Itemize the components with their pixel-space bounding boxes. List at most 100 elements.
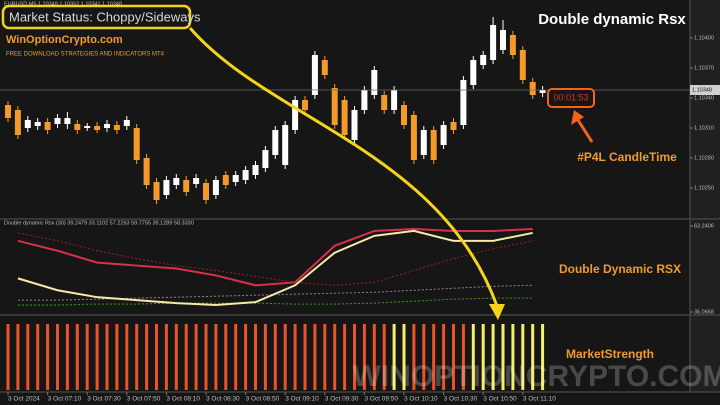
candle-body (24, 120, 31, 128)
strength-bar (234, 324, 238, 390)
candle-body (44, 122, 51, 130)
strength-bar (115, 324, 119, 390)
y-tick-label: 1.10340 (694, 95, 714, 101)
candle-body (440, 125, 447, 145)
candle-body (371, 70, 378, 95)
strength-bar (501, 324, 505, 390)
strength-bar (491, 324, 495, 390)
candle-body (450, 122, 457, 130)
x-tick-label: 3 Oct 09:10 (285, 396, 319, 403)
strength-bar (353, 324, 356, 390)
pointer-arrowhead (489, 304, 505, 320)
x-tick-label: 3 Oct 07:10 (48, 396, 82, 403)
strength-bar (392, 324, 396, 390)
strength-bar (343, 324, 347, 390)
strength-bar (333, 324, 337, 390)
x-tick-label: 3 Oct 08:50 (246, 396, 280, 403)
candle-body (232, 175, 239, 182)
strength-bar (244, 324, 248, 390)
x-tick-label: 3 Oct 09:30 (325, 396, 359, 403)
candle-body (262, 150, 269, 168)
candle-body (529, 82, 536, 95)
x-tick-label: 3 Oct 09:50 (364, 396, 398, 403)
candle-body (5, 105, 11, 118)
rsx-note: Double Dynamic RSX (559, 262, 681, 276)
strength-bar (105, 324, 109, 390)
strength-bar (471, 324, 475, 390)
candle-body (420, 130, 427, 155)
x-tick-label: 3 Oct 08:10 (166, 396, 200, 403)
strength-bar (481, 324, 485, 390)
strength-bar (155, 324, 158, 390)
candle-body (361, 90, 368, 110)
strength-bar (263, 324, 267, 390)
watermark: WINOPTIONCRYPTO.COM (353, 360, 720, 393)
strength-bar (531, 324, 535, 390)
candle-body (341, 100, 348, 135)
candle-body (143, 158, 150, 185)
strength-bar (402, 324, 406, 390)
y-tick-label: 1.10310 (694, 125, 714, 131)
strength-bar (442, 324, 446, 390)
candle-body (203, 183, 209, 200)
candle-time-note: #P4L CandleTime (577, 150, 677, 164)
candle-body (84, 126, 91, 128)
note-arrow (576, 119, 594, 143)
x-tick-label: 3 Oct 10:30 (444, 396, 478, 403)
rsx-line (17, 297, 533, 306)
strength-bar (541, 324, 545, 390)
x-tick-label: 3 Oct 07:30 (87, 396, 121, 403)
candle-body (54, 118, 61, 124)
candle-body (509, 35, 516, 55)
candle-body (173, 178, 180, 185)
site-name: WinOptionCrypto.com (6, 34, 123, 46)
candle-body (14, 110, 21, 135)
candle-body (480, 55, 487, 65)
strength-bar (184, 324, 188, 390)
strength-bar (422, 324, 426, 390)
candle-body (539, 90, 546, 93)
strength-bar (412, 324, 416, 390)
candle-body (302, 100, 308, 110)
price-label: 1.10348 (692, 87, 712, 93)
strength-bar (36, 324, 40, 390)
price-label-box (690, 85, 720, 95)
candle-body (113, 125, 120, 130)
pane-title: EURUSD,M5 1.10349 1.10352 1.10341 1.1034… (4, 1, 122, 7)
y-tick-label: 63.2406 (694, 223, 714, 229)
candle-body (64, 118, 71, 124)
candle-body (183, 180, 190, 192)
x-tick-label: 3 Oct 10:10 (404, 396, 438, 403)
candle-body (212, 180, 219, 195)
candle-body (321, 60, 328, 75)
candle-body (430, 130, 437, 160)
strength-bar (204, 324, 208, 390)
strength-bar (95, 324, 99, 390)
pane-title: Double dynamic Rsx (30) 39.2479 33.1102 … (4, 220, 194, 226)
candle-body (193, 178, 200, 184)
x-tick-label: 3 Oct 11:10 (523, 396, 557, 403)
strength-bar (145, 324, 149, 390)
strength-bar (16, 324, 20, 390)
strength-bar (382, 324, 386, 390)
candle-body (351, 110, 358, 140)
x-tick-label: 3 Oct 2024 (8, 396, 40, 403)
strength-bar (323, 324, 327, 390)
candle-body (391, 90, 398, 110)
candle-body (222, 175, 229, 185)
candle-body (460, 80, 467, 125)
candle-body (123, 120, 130, 126)
candle-body (311, 55, 318, 95)
strength-bar (452, 324, 455, 390)
strength-bar (372, 324, 376, 390)
candle-body (74, 124, 81, 130)
strength-bar (6, 324, 10, 390)
strength-bar (135, 324, 139, 390)
rsx-line (17, 232, 533, 286)
strength-bar (26, 324, 30, 390)
headline: Double dynamic Rsx (538, 11, 686, 28)
candle-body (133, 128, 140, 160)
candle-body (292, 100, 299, 130)
candle-body (272, 130, 279, 155)
